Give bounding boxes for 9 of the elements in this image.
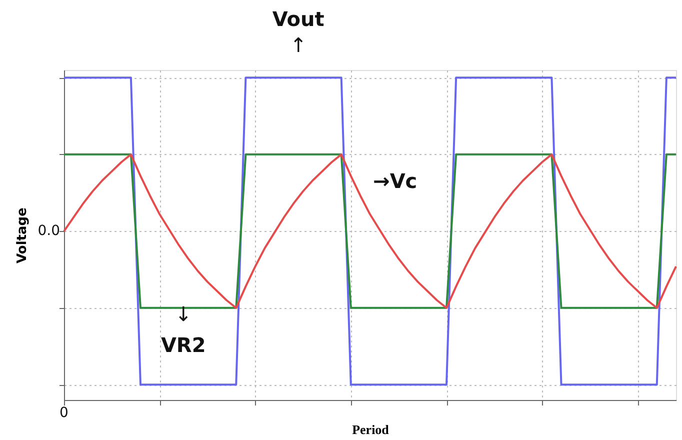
text: Vout <box>272 7 325 31</box>
text: 0 <box>60 405 68 421</box>
x-axis-title: Period <box>352 422 390 437</box>
annotation: →Vc <box>373 169 418 193</box>
text: ↑ <box>290 33 307 57</box>
y-axis-title: Voltage <box>15 207 30 264</box>
annotation: VR2 <box>160 333 206 357</box>
annotation: ↓ <box>174 302 192 326</box>
text: 0.0 <box>38 223 60 240</box>
